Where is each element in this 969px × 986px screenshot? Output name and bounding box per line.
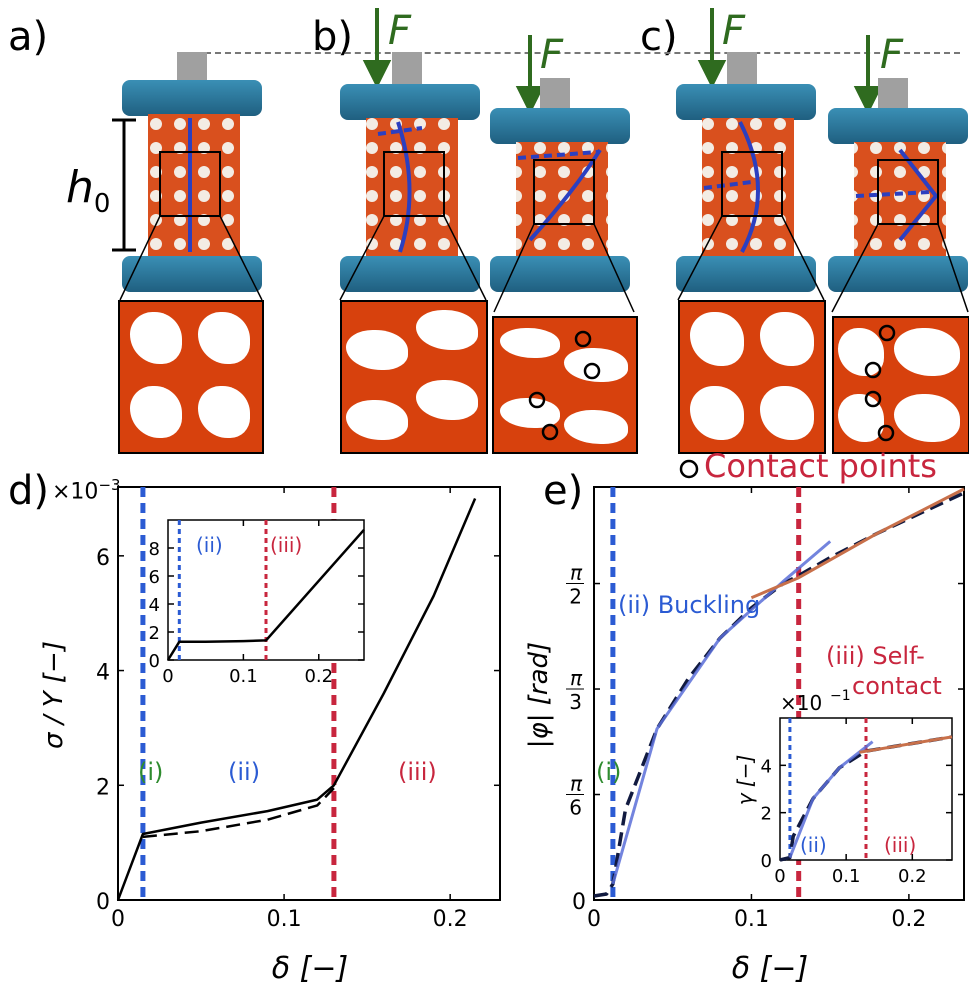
- plot-d-inset-x-origin-label: 0: [162, 666, 173, 687]
- force-label-c2: F: [880, 32, 904, 78]
- plot-e-inset-y-tick-label: 4: [761, 756, 772, 777]
- height-symbol: h: [66, 162, 94, 213]
- sample-b2: [490, 78, 630, 292]
- plot-e-ylabel: |φ| [rad]: [524, 642, 554, 748]
- plot-d-xlabel: δ [−]: [272, 951, 348, 986]
- plot-e-inset-exp: −1: [830, 688, 851, 704]
- force-label-c1: F: [722, 8, 746, 54]
- plot-e-x-tick-label: 0.2: [891, 907, 926, 932]
- force-arrow-icon: [362, 8, 883, 115]
- panel-label-e: e): [543, 468, 584, 514]
- plot-e-y-tick-label-num: π: [570, 772, 583, 796]
- height-subscript: 0: [93, 188, 111, 219]
- force-label-b2: F: [540, 32, 564, 78]
- zoom-image-c1: [678, 300, 826, 454]
- plot-e-y-tick-label-den: 6: [569, 796, 582, 820]
- plot-d-inset-x-tick-label: 0.2: [304, 666, 333, 687]
- zoom-image-a: [118, 300, 264, 454]
- plot-d-inset-region-ii: (ii): [196, 533, 223, 557]
- plot-d-multiplier-base: ×10: [52, 479, 99, 505]
- plot-e-y-tick-label-den: 3: [569, 690, 582, 714]
- plot-e-inset-series-line: [788, 740, 874, 859]
- contact-legend: Contact points: [704, 447, 937, 485]
- plot-e-selfcontact-label-1: (iii) Self-: [826, 642, 925, 670]
- plot-d-x-tick-label: 0: [111, 907, 125, 932]
- zoom-image-b1: [340, 300, 488, 454]
- plot-d-multiplier-exp: −3: [98, 476, 121, 494]
- plot-e-inset-ylabel: γ [−]: [733, 755, 757, 806]
- plot-d-inset-y-tick-label: 2: [149, 623, 160, 644]
- plot-d-inset-region-iii: (iii): [270, 533, 302, 557]
- plot-e-inset-y-tick-label: 0: [761, 851, 772, 872]
- zoom-image-b2: [492, 316, 638, 454]
- sample-a: [122, 52, 262, 292]
- plot-e-region-i: (i): [596, 758, 621, 786]
- plot-e-series-line: [750, 487, 965, 600]
- plot-e-x-tick-label: 0.1: [734, 907, 769, 932]
- plot-d-x-tick-label: 0.1: [267, 907, 302, 932]
- plot-d-inset-x-tick-label: 0.1: [229, 666, 258, 687]
- plot-d-inset-series-line: [166, 528, 365, 661]
- height-bracket: [112, 118, 136, 252]
- plot-d-x-tick-label: 0.2: [433, 907, 468, 932]
- force-arrows: [362, 8, 883, 115]
- plot-e-y-tick-label-num: π: [570, 561, 583, 585]
- plot-e-inset-x-origin-label: 0: [774, 866, 785, 887]
- plot-e-selfcontact-label-2: contact: [852, 672, 942, 700]
- zoom-connectors: [119, 215, 969, 313]
- sample-b1: [340, 52, 480, 292]
- reference-dashed-line: [205, 52, 960, 54]
- plot-e-inset-x-tick-label: 0.2: [898, 866, 927, 887]
- plot-d-inset-y-tick-label: 4: [149, 595, 160, 616]
- plot-d-series-line: [116, 498, 477, 901]
- force-label-b1: F: [388, 8, 412, 54]
- zoom-image-c2: [832, 316, 969, 454]
- plot-d-inset-frame: [167, 519, 365, 661]
- plot-d-inset-y-tick-label: 6: [149, 567, 160, 588]
- plot-e-y-tick-label: 0: [572, 890, 586, 915]
- plot-e-y-tick-label-den: 2: [569, 585, 582, 609]
- plot-e-buckling-label: (ii) Buckling: [618, 591, 760, 619]
- panel-label-d: d): [8, 468, 49, 514]
- plot-e-inset-y-tick-label: 2: [761, 804, 772, 825]
- plot-d-region-ii: (ii): [228, 758, 260, 786]
- sample-photos: [119, 52, 969, 313]
- plot-e-xlabel: δ [−]: [732, 951, 808, 986]
- plot-e-inset-series-line: [859, 735, 953, 754]
- plot-d-region-iii: (iii): [398, 758, 437, 786]
- plot-d-y-tick-label: 0: [96, 890, 110, 915]
- plot-d-region-i: (i): [138, 758, 163, 786]
- height-label: h0: [66, 162, 110, 219]
- panel-label-a: a): [8, 14, 49, 60]
- plot-e-y-tick-label-num: π: [570, 666, 583, 690]
- plot-e-inset-region-ii: (ii): [800, 833, 827, 857]
- plot-e-series-line: [611, 540, 832, 885]
- plot-e-x-tick-label: 0: [587, 907, 601, 932]
- plot-e-inset-multiplier: ×10: [780, 691, 822, 715]
- plot-d-multiplier: ×10−3: [52, 476, 121, 504]
- plot-d-inset-y-tick-label: 0: [149, 651, 160, 672]
- sample-c2: [828, 78, 968, 292]
- sample-c1: [676, 52, 816, 292]
- plot-d-inset-y-tick-label: 8: [149, 539, 160, 560]
- plot-e-inset-x-tick-label: 0.1: [832, 866, 861, 887]
- plot-e-inset-region-iii: (iii): [884, 833, 916, 857]
- plot-d-y-tick-label: 6: [96, 546, 110, 571]
- plot-d-ylabel: σ / Y [−]: [39, 641, 69, 749]
- plot-d-y-tick-label: 2: [96, 775, 110, 800]
- plot-d-y-tick-label: 4: [96, 661, 110, 686]
